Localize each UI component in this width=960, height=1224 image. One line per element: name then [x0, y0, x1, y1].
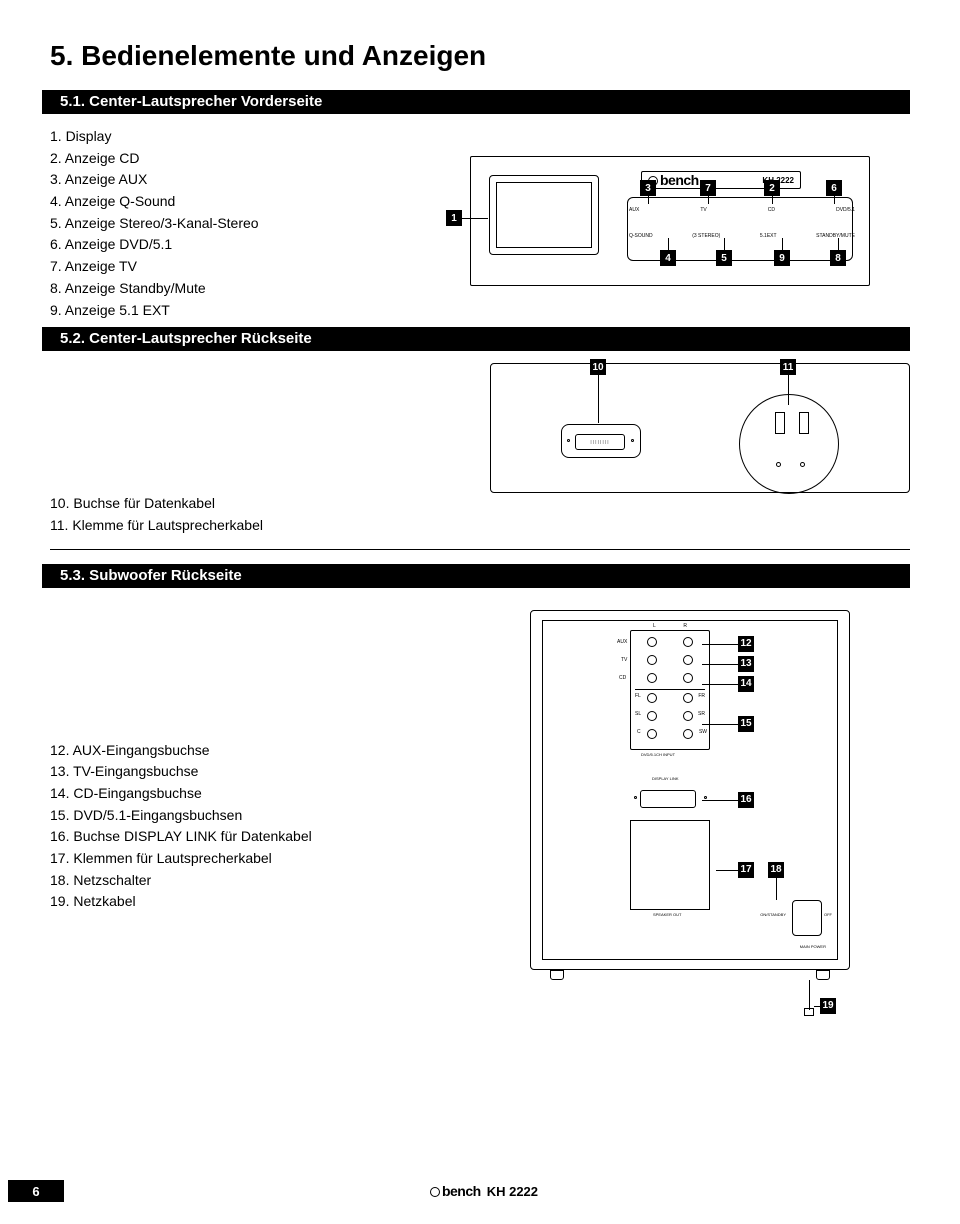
callout: 12 [738, 636, 754, 652]
callout: 6 [826, 180, 842, 196]
ind-label: Q-SOUND [629, 233, 653, 239]
ind-label: DVD/5.1 [836, 207, 855, 213]
ind-label: (3 STEREO) [692, 233, 720, 239]
list-item: 6. Anzeige DVD/5.1 [50, 234, 450, 256]
ind-label: CD [768, 207, 775, 213]
page-title: 5. Bedienelemente und Anzeigen [50, 40, 910, 72]
ind-label: STANDBY/MUTE [816, 233, 855, 239]
footer-brand-logo: bench [430, 1183, 481, 1199]
callout: 2 [764, 180, 780, 196]
list-item: 4. Anzeige Q-Sound [50, 191, 450, 213]
callout: 5 [716, 250, 732, 266]
diagram-center-front: bench KH 2222 AUX TV CD DVD/5.1 Q-SOUND … [470, 156, 870, 286]
list-item: 19. Netzkabel [50, 891, 510, 913]
list-item: 14. CD-Eingangsbuchse [50, 783, 510, 805]
list-item: 8. Anzeige Standby/Mute [50, 278, 450, 300]
callout: 19 [820, 998, 836, 1014]
list-item: 15. DVD/5.1-Eingangsbuchsen [50, 805, 510, 827]
ind-label: 5.1EXT [760, 233, 777, 239]
callout: 4 [660, 250, 676, 266]
callout: 14 [738, 676, 754, 692]
list-item: 11. Klemme für Lautsprecherkabel [50, 515, 450, 537]
page-footer: 6 bench KH 2222 [0, 1180, 960, 1202]
list-item: 3. Anzeige AUX [50, 169, 450, 191]
callout: 11 [780, 359, 796, 375]
list-item: 12. AUX-Eingangsbuchse [50, 740, 510, 762]
ind-label: AUX [629, 207, 639, 213]
section-heading-2: 5.2. Center-Lautsprecher Rückseite [42, 327, 910, 351]
list-item: 16. Buchse DISPLAY LINK für Datenkabel [50, 826, 510, 848]
list-2: 10. Buchse für Datenkabel 11. Klemme für… [50, 493, 450, 536]
list-item: 2. Anzeige CD [50, 148, 450, 170]
section-heading-3: 5.3. Subwoofer Rückseite [42, 564, 910, 588]
list-item: 7. Anzeige TV [50, 256, 450, 278]
callout: 17 [738, 862, 754, 878]
callout: 7 [700, 180, 716, 196]
dsub-dots: ∷∷∷∷ [590, 439, 609, 446]
callout: 9 [774, 250, 790, 266]
list-item: 13. TV-Eingangsbuchse [50, 761, 510, 783]
callout: 8 [830, 250, 846, 266]
list-item: 18. Netzschalter [50, 870, 510, 892]
callout: 16 [738, 792, 754, 808]
section-heading-1: 5.1. Center-Lautsprecher Vorderseite [42, 90, 910, 114]
list-item: 1. Display [50, 126, 450, 148]
page-number: 6 [8, 1180, 64, 1202]
diagram-subwoofer-rear: L R AUX TV CD FL FR SL SR C [530, 600, 850, 1010]
ind-label: TV [700, 207, 706, 213]
list-1: 1. Display 2. Anzeige CD 3. Anzeige AUX … [50, 126, 450, 321]
callout: 13 [738, 656, 754, 672]
callout: 10 [590, 359, 606, 375]
list-item: 17. Klemmen für Lautsprecherkabel [50, 848, 510, 870]
callout: 18 [768, 862, 784, 878]
footer-model: KH 2222 [487, 1184, 538, 1199]
callout: 3 [640, 180, 656, 196]
list-item: 5. Anzeige Stereo/3-Kanal-Stereo [50, 213, 450, 235]
list-item: 10. Buchse für Datenkabel [50, 493, 450, 515]
callout: 15 [738, 716, 754, 732]
diagram-center-rear: ∷∷∷∷ [490, 363, 910, 493]
list-item: 9. Anzeige 5.1 EXT [50, 300, 450, 322]
list-3: 12. AUX-Eingangsbuchse 13. TV-Eingangsbu… [50, 740, 510, 914]
callout: 1 [446, 210, 462, 226]
